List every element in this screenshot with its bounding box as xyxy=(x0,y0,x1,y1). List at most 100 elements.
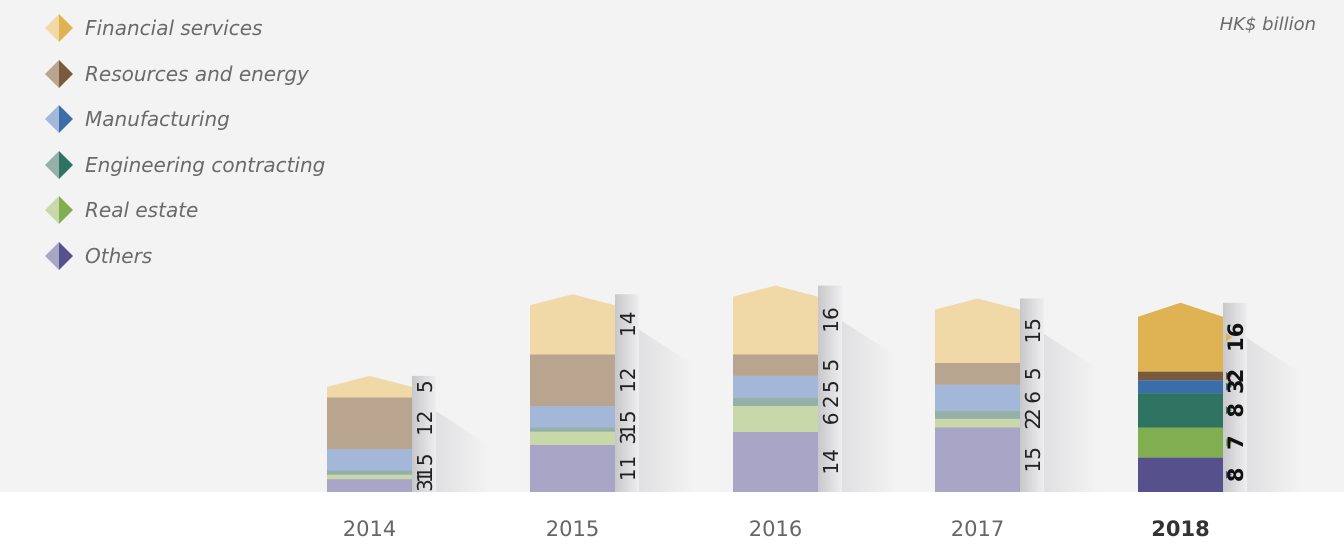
data-label: 5 xyxy=(819,380,843,393)
data-label: 16 xyxy=(819,307,843,332)
data-label: 1 xyxy=(616,423,640,436)
data-label: 11 xyxy=(616,456,640,481)
legend-item: Real estate xyxy=(44,195,198,225)
data-label: 12 xyxy=(413,410,437,435)
bar-segment xyxy=(733,406,818,432)
data-label: 3 xyxy=(413,479,437,492)
data-label: 8 xyxy=(1224,467,1248,482)
bar-segment xyxy=(733,431,818,492)
value-marker xyxy=(1226,371,1232,380)
legend-swatch xyxy=(45,59,73,88)
value-marker xyxy=(1226,470,1232,479)
bar-label-tab xyxy=(615,294,639,492)
bar-segment xyxy=(733,285,818,355)
bar-segment xyxy=(935,384,1020,411)
data-label: 14 xyxy=(616,312,640,337)
legend-swatch xyxy=(45,242,73,270)
bar-segment xyxy=(733,397,818,406)
data-label: 6 xyxy=(819,413,843,426)
bar-segment xyxy=(530,406,615,428)
legend-label: Manufacturing xyxy=(85,107,230,132)
bar-segment xyxy=(935,363,1020,385)
data-label: 2 xyxy=(1021,408,1045,421)
bar-segment xyxy=(327,470,412,475)
legend-swatch xyxy=(45,14,73,42)
data-label: 16 xyxy=(1224,323,1248,352)
data-label: 1 xyxy=(413,466,437,479)
legend-swatch xyxy=(45,105,73,134)
data-label: 15 xyxy=(1021,447,1045,472)
x-tick-label: 2015 xyxy=(546,517,599,541)
legend-item: Engineering contracting xyxy=(44,150,325,180)
data-label: 5 xyxy=(819,359,843,372)
bar-segment xyxy=(1138,393,1223,428)
bar-group: 8 7 8 32 16 xyxy=(1138,302,1301,492)
bar-group: 15 22 6 5 15 xyxy=(935,298,1098,492)
bar-segment xyxy=(935,427,1020,492)
bar-segment xyxy=(327,397,412,449)
data-label: 1 xyxy=(413,471,437,484)
legend-item: Others xyxy=(44,241,152,271)
data-label: 14 xyxy=(819,449,843,474)
x-tick-label: 2016 xyxy=(749,517,802,541)
bar-segment xyxy=(733,375,818,398)
value-marker xyxy=(1226,382,1232,391)
data-label: 2 xyxy=(1021,417,1045,430)
legend-item: Manufacturing xyxy=(44,104,230,134)
data-label: 3 xyxy=(1224,379,1248,394)
legend-swatch xyxy=(45,150,73,179)
unit-label: HK$ billion xyxy=(1219,14,1316,35)
bar-segment xyxy=(530,427,615,432)
bar-segment xyxy=(935,298,1020,363)
data-label: 5 xyxy=(413,380,437,393)
bar-segment xyxy=(733,354,818,376)
data-label: 15 xyxy=(1021,318,1045,343)
data-label: 7 xyxy=(1224,435,1248,450)
bar-segment xyxy=(1138,457,1223,492)
legend-item: Resources and energy xyxy=(44,59,309,89)
legend-label: Others xyxy=(85,244,153,268)
bar-segment xyxy=(530,354,615,406)
bar-group: 14 6 2 5 5 16 xyxy=(733,285,896,492)
bar-segment xyxy=(935,418,1020,428)
data-label: 2 xyxy=(819,395,843,408)
value-marker xyxy=(1226,406,1232,415)
legend-label: Engineering contracting xyxy=(85,152,326,177)
legend-label: Real estate xyxy=(85,198,199,223)
bar-segment xyxy=(1138,302,1223,372)
legend-swatch xyxy=(45,196,73,225)
bar-segment xyxy=(530,294,615,355)
bar-segment xyxy=(327,474,412,480)
bar-label-tab xyxy=(1020,298,1044,492)
x-tick-label: 2014 xyxy=(343,517,396,541)
data-label: 5 xyxy=(1021,367,1045,380)
data-label: 8 xyxy=(1224,403,1248,418)
data-label: 5 xyxy=(413,453,437,466)
bar-label-tab xyxy=(818,285,842,492)
data-label: 2 xyxy=(1224,369,1248,384)
data-label: 6 xyxy=(1021,391,1045,404)
bar-segment xyxy=(327,449,412,471)
data-label: 12 xyxy=(616,367,640,392)
bar-segment xyxy=(530,431,615,445)
legend-label: Financial services xyxy=(85,16,263,40)
bar-segment xyxy=(1138,427,1223,458)
legend-item: Financial services xyxy=(44,13,262,43)
data-label: 3 xyxy=(616,432,640,445)
data-label: 5 xyxy=(616,410,640,423)
value-marker xyxy=(1226,438,1232,447)
legend-label: Resources and energy xyxy=(85,61,309,86)
value-marker xyxy=(1226,333,1232,342)
bar-group: 11 315 12 14 xyxy=(530,294,693,492)
bar-segment xyxy=(327,375,412,398)
bar-segment xyxy=(1138,380,1223,394)
bar-label-tab xyxy=(412,375,436,492)
bar-segment xyxy=(327,479,412,492)
x-tick-label: 2017 xyxy=(951,517,1004,541)
x-tick-label: 2018 xyxy=(1151,517,1209,541)
bar-segment xyxy=(530,444,615,492)
bar-segment xyxy=(935,410,1020,419)
